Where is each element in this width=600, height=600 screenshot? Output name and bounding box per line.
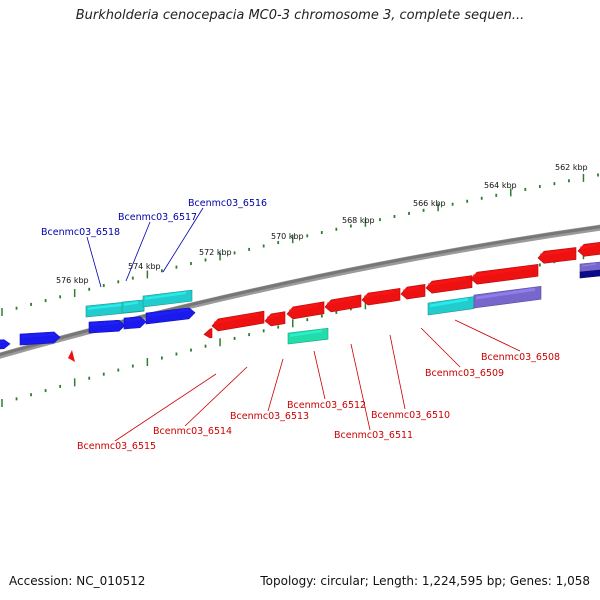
gene-blue-2 xyxy=(123,316,147,330)
gene-6507 xyxy=(537,247,577,264)
gene-blue-1-body xyxy=(88,319,126,334)
gene-blue-edge-highlight xyxy=(0,340,4,344)
gene-purple-highlight xyxy=(476,287,535,300)
gene-label-6508: Bcenmc03_6508 xyxy=(481,352,560,363)
gene-tiny-red xyxy=(68,350,75,362)
gene-cyan-reverse xyxy=(427,296,475,316)
gene-features xyxy=(0,242,600,362)
scale-label-568: 568 kbp xyxy=(342,216,375,225)
gene-blue-3 xyxy=(145,307,196,325)
gene-label-6518: Bcenmc03_6518 xyxy=(41,227,120,238)
gene-6513 xyxy=(286,301,325,320)
gene-blue-3-body xyxy=(145,307,196,325)
gene-blue-left xyxy=(19,331,61,346)
gene-6511-highlight xyxy=(364,289,394,299)
labels: 562 kbp 564 kbp 566 kbp 568 kbp 570 kbp … xyxy=(41,163,588,452)
gene-label-6512: Bcenmc03_6512 xyxy=(287,400,366,411)
gene-green xyxy=(287,327,329,345)
leader-blue-2 xyxy=(86,236,102,288)
gene-blue-left-highlight xyxy=(22,333,54,338)
map-title: Burkholderia cenocepacia MC0-3 chromosom… xyxy=(75,8,525,23)
scale-label-570: 570 kbp xyxy=(271,232,304,241)
gene-navy-edge-highlight xyxy=(582,271,596,275)
chromosome-backbone xyxy=(0,224,600,359)
gene-navy-edge xyxy=(579,269,600,279)
leader-red-0 xyxy=(454,319,521,352)
gene-purple-edge-highlight xyxy=(582,263,596,267)
gene-blue-edge xyxy=(0,339,11,350)
gene-6509-highlight xyxy=(428,277,466,287)
gene-label-6514: Bcenmc03_6514 xyxy=(153,426,232,437)
gene-6508 xyxy=(470,263,539,285)
scale-label-562: 562 kbp xyxy=(555,163,588,172)
gene-6506 xyxy=(577,242,600,257)
leader-red-2 xyxy=(389,334,406,410)
scale-label-566: 566 kbp xyxy=(413,199,446,208)
gene-label-6513: Bcenmc03_6513 xyxy=(230,411,309,422)
gene-6510-highlight xyxy=(403,285,419,293)
leader-red-4 xyxy=(313,350,326,400)
gene-6513-highlight xyxy=(289,303,318,313)
gene-cyan-reverse-highlight xyxy=(430,298,468,308)
leader-blue-1 xyxy=(125,221,151,282)
gene-6514-body xyxy=(264,311,286,327)
gene-purple-edge xyxy=(579,261,600,273)
scale-label-574: 574 kbp xyxy=(128,262,161,271)
gene-6512-highlight xyxy=(327,296,355,306)
gene-label-6511: Bcenmc03_6511 xyxy=(334,430,413,441)
gene-6507-highlight xyxy=(540,248,570,257)
gene-blue-3-highlight xyxy=(148,308,189,317)
gene-6506-body xyxy=(577,242,600,257)
scale-label-572: 572 kbp xyxy=(199,248,232,257)
backbone-core xyxy=(0,225,600,357)
label-leader-lines xyxy=(86,207,521,442)
gene-green-highlight xyxy=(290,329,322,337)
gene-purple xyxy=(473,285,542,309)
gene-6512 xyxy=(324,294,362,313)
gene-6516-highlight xyxy=(145,291,186,300)
leader-red-1 xyxy=(420,327,461,368)
leader-red-3 xyxy=(350,343,371,431)
leader-blue-0 xyxy=(162,207,204,273)
gene-6516 xyxy=(142,289,193,308)
accession-text: Accession: NC_010512 xyxy=(9,574,146,588)
outer-scale-ticks xyxy=(1,173,599,316)
gene-blue-1 xyxy=(88,319,126,334)
leader-red-5 xyxy=(267,358,284,412)
scale-label-576: 576 kbp xyxy=(56,276,89,285)
gene-6515-highlight xyxy=(214,312,258,325)
gene-label-6516: Bcenmc03_6516 xyxy=(188,198,267,209)
gene-6514 xyxy=(264,311,286,327)
gene-label-6517: Bcenmc03_6517 xyxy=(118,212,197,223)
gene-6508-highlight xyxy=(473,265,532,278)
gene-blue-1-highlight xyxy=(91,321,119,326)
gene-6506-highlight xyxy=(580,243,596,250)
gene-6517-highlight xyxy=(124,301,138,306)
gene-small-red-body xyxy=(203,328,213,339)
gene-6517-body xyxy=(121,299,145,314)
gene-small-red xyxy=(203,328,213,339)
gene-blue-edge-body xyxy=(0,339,11,350)
leader-red-6 xyxy=(184,366,248,427)
gene-6510 xyxy=(400,284,426,300)
gene-6514-highlight xyxy=(267,313,279,320)
leader-red-7 xyxy=(114,373,217,442)
gene-6509 xyxy=(425,275,473,294)
gene-6511 xyxy=(361,287,401,306)
gene-label-6515: Bcenmc03_6515 xyxy=(77,441,156,452)
gene-label-6510: Bcenmc03_6510 xyxy=(371,410,450,421)
gene-blue-2-highlight xyxy=(126,317,140,322)
gene-6517 xyxy=(121,299,145,314)
gene-6515 xyxy=(211,310,265,332)
scale-label-564: 564 kbp xyxy=(484,181,517,190)
gene-label-6509: Bcenmc03_6509 xyxy=(425,368,504,379)
topology-summary: Topology: circular; Length: 1,224,595 bp… xyxy=(260,574,590,588)
